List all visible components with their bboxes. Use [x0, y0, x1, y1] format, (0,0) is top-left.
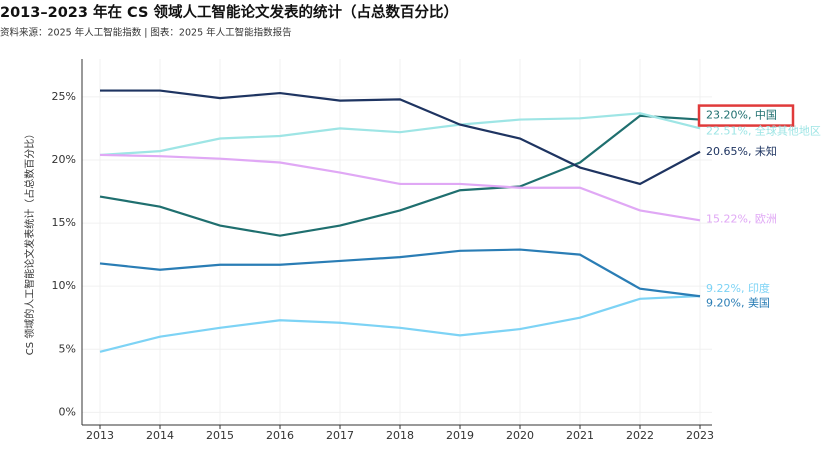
x-tick-label: 2023	[686, 429, 714, 442]
y-tick-label: 10%	[52, 279, 76, 292]
y-tick-label: 25%	[52, 90, 76, 103]
y-tick-label: 15%	[52, 216, 76, 229]
value-label: 23.20%, 中国	[706, 109, 777, 122]
y-axis-label: CS 领域的人工智能论文发表统计（占总数百分比）	[23, 129, 36, 356]
value-label: 9.20%, 美国	[706, 296, 770, 309]
y-tick-label: 5%	[59, 342, 76, 355]
value-label: 20.65%, 未知	[706, 144, 777, 158]
series-line	[99, 153, 701, 222]
series-line	[99, 294, 701, 353]
y-tick-label: 0%	[59, 405, 76, 418]
series-line	[100, 89, 701, 186]
x-tick-label: 2014	[146, 429, 174, 442]
series-line	[99, 248, 701, 298]
value-label: 15.22%, 欧洲	[706, 212, 777, 225]
x-tick-label: 2016	[266, 429, 294, 442]
x-tick-label: 2015	[206, 429, 234, 442]
series-line	[99, 112, 701, 157]
chart-subtitle: 资料来源：2025 年人工智能指数 | 图表：2025 年人工智能指数报告	[0, 27, 292, 39]
value-label: 22.51%, 全球其他地区	[706, 123, 821, 137]
x-tick-label: 2018	[386, 429, 414, 442]
chart-title: 2013–2023 年在 CS 领域人工智能论文发表的统计（占总数百分比）	[0, 3, 458, 21]
x-tick-label: 2017	[326, 429, 354, 442]
x-tick-label: 2022	[626, 429, 654, 442]
series-line	[99, 114, 701, 237]
x-tick-label: 2019	[446, 429, 474, 442]
y-tick-label: 20%	[52, 153, 76, 166]
x-tick-label: 2020	[506, 429, 534, 442]
highlight-box	[697, 104, 795, 127]
x-tick-label: 2021	[566, 429, 594, 442]
x-tick-label: 2013	[86, 429, 114, 442]
value-label: 9.22%, 印度	[706, 281, 770, 295]
